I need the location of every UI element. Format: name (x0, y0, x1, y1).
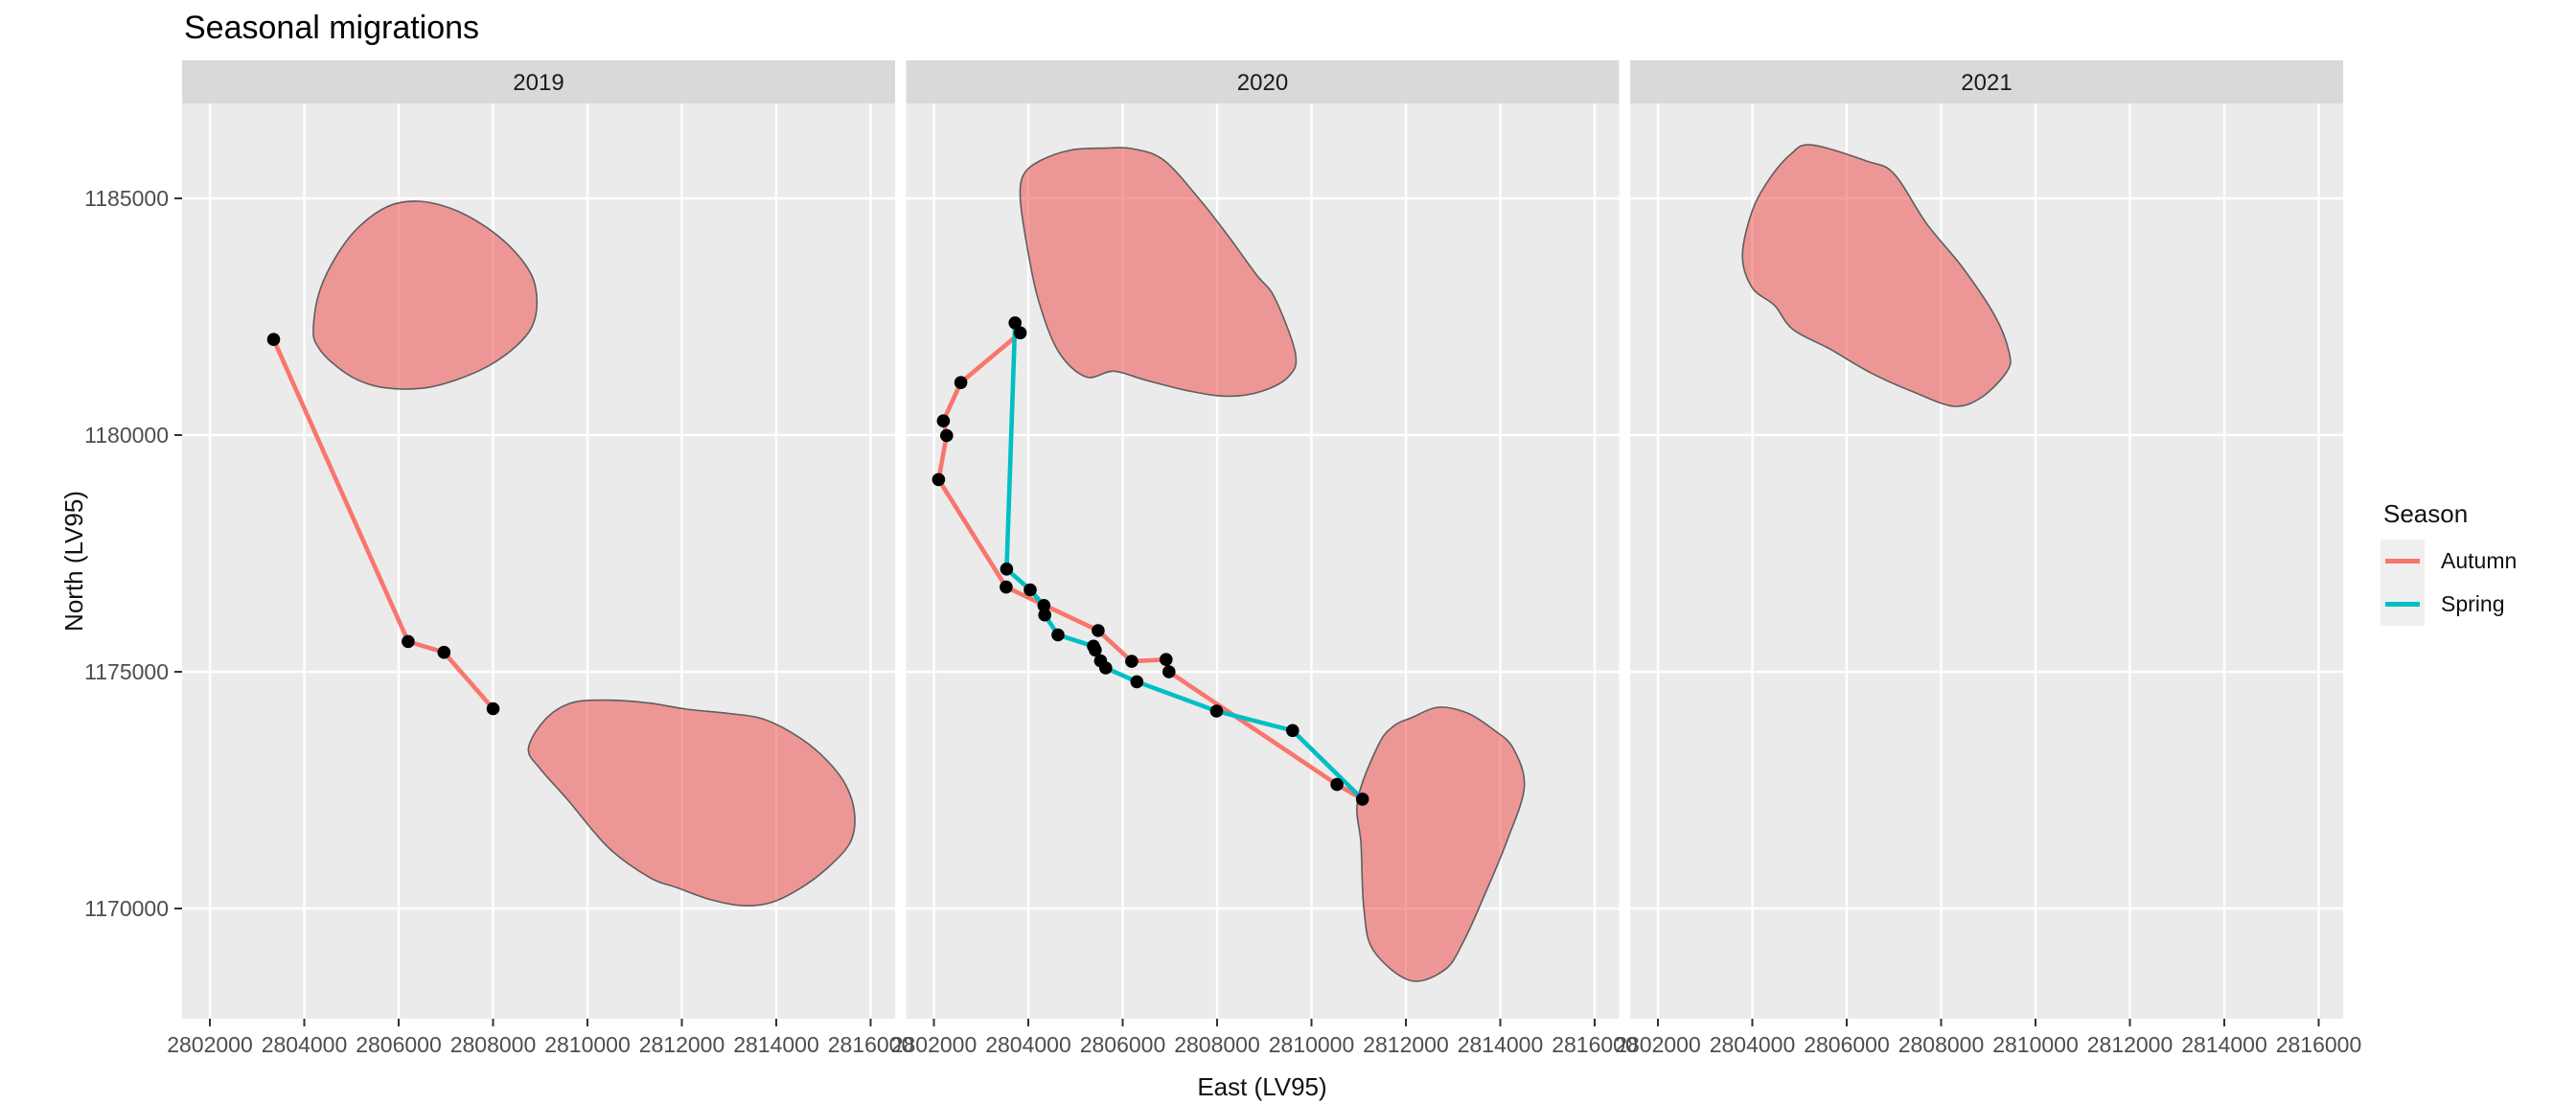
track-point (932, 472, 946, 487)
track-point (1089, 643, 1102, 657)
x-tick-label: 2808000 (1174, 1032, 1260, 1057)
panel-background (906, 104, 1620, 1019)
legend: Season Autumn Spring (2380, 499, 2517, 626)
x-tick-label: 2812000 (639, 1032, 725, 1057)
x-tick-label: 2808000 (1898, 1032, 1985, 1057)
x-tick-label: 2806000 (1804, 1032, 1890, 1057)
x-tick-label: 2802000 (891, 1032, 978, 1057)
legend-label-spring: Spring (2441, 591, 2504, 616)
track-point (1125, 655, 1138, 668)
legend-label-autumn: Autumn (2441, 548, 2517, 573)
facet-strip-label: 2019 (513, 70, 564, 96)
track-point (1008, 316, 1022, 330)
track-point (402, 634, 415, 649)
habitat-polygon (1356, 706, 1526, 982)
track-point (1024, 583, 1037, 597)
legend-key-spring: Spring (2380, 583, 2504, 626)
track-point (486, 702, 500, 716)
track-point (1000, 563, 1014, 576)
track-point (1038, 608, 1051, 622)
legend-key-autumn: Autumn (2380, 540, 2517, 583)
track-point (1209, 704, 1224, 718)
track-point (1051, 628, 1065, 642)
track-point (266, 333, 281, 347)
track-point (954, 376, 968, 390)
facet-2020: 2020 2802000 2804000 2806000 2808000 2810000 2… (891, 60, 1638, 1057)
x-tick-label: 2810000 (1269, 1032, 1355, 1057)
habitat-polygon (1019, 147, 1298, 398)
track-point (1013, 326, 1027, 340)
y-tick-label: 1170000 (84, 896, 169, 921)
plot-title: Seasonal migrations (184, 10, 479, 46)
track-point (1092, 624, 1105, 637)
panel-background (1630, 104, 2343, 1019)
x-tick-label: 2810000 (544, 1032, 631, 1057)
x-axis-title: East (LV95) (1197, 1072, 1326, 1101)
track-point (940, 428, 954, 443)
facet-strip (1630, 60, 2343, 104)
facet-strip-label: 2020 (1237, 70, 1288, 96)
x-tick-label: 2810000 (1992, 1032, 2079, 1057)
x-tick-label: 2804000 (1710, 1032, 1796, 1057)
x-tick-label: 2802000 (167, 1032, 253, 1057)
track-point (1037, 599, 1051, 612)
y-tick-label: 1180000 (84, 423, 169, 448)
track-point (1330, 777, 1344, 792)
migration-line-autumn (271, 336, 495, 711)
track-point (936, 414, 951, 428)
x-tick-label: 2812000 (1363, 1032, 1449, 1057)
x-tick-label: 2806000 (1080, 1032, 1166, 1057)
x-tick-label: 2806000 (356, 1032, 442, 1057)
track-point (1099, 661, 1113, 675)
habitat-polygon (312, 200, 539, 390)
y-axis-title: North (LV95) (59, 491, 88, 632)
facet-2021: 2021 2802000 2804000 2806000 2808000 2810000 2… (1615, 60, 2361, 1057)
facet-2019: 2019 2802000 2804000 2806000 2808000 2810000 2… (84, 60, 913, 1057)
x-tick-label: 2812000 (2087, 1032, 2174, 1057)
x-tick-label: 2804000 (985, 1032, 1071, 1057)
migration-line-autumn (936, 330, 1365, 802)
x-tick-label: 2804000 (262, 1032, 348, 1057)
x-tick-label: 2816000 (2276, 1032, 2362, 1057)
track-point (1130, 675, 1144, 689)
track-point (1160, 653, 1173, 666)
habitat-polygon (527, 699, 856, 907)
x-tick-label: 2814000 (2181, 1032, 2267, 1057)
track-point (437, 645, 451, 659)
legend-title: Season (2383, 499, 2468, 528)
track-point (1286, 724, 1300, 738)
x-tick-label: 2816000 (828, 1032, 914, 1057)
habitat-polygon (1741, 144, 2012, 407)
x-tick-label: 2808000 (450, 1032, 537, 1057)
facet-strip-label: 2021 (1961, 70, 2012, 96)
facet-strip (906, 60, 1620, 104)
track-point (1000, 580, 1013, 594)
x-tick-label: 2816000 (1552, 1032, 1638, 1057)
y-tick-label: 1185000 (84, 186, 169, 211)
track-point (1355, 793, 1369, 806)
x-tick-label: 2802000 (1615, 1032, 1701, 1057)
x-tick-label: 2814000 (1458, 1032, 1544, 1057)
track-point (1162, 665, 1176, 678)
y-tick-label: 1175000 (84, 659, 169, 684)
facet-strip (182, 60, 895, 104)
x-tick-label: 2814000 (733, 1032, 819, 1057)
